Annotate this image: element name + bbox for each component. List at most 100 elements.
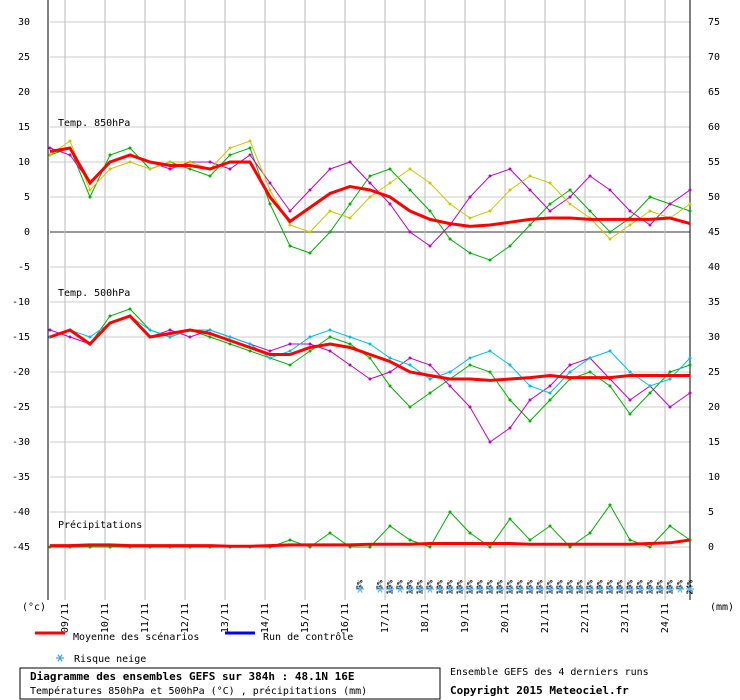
x-tick-label: 23/11	[620, 603, 631, 633]
member-point	[688, 356, 692, 360]
member-point	[408, 356, 412, 360]
member-point	[508, 244, 512, 248]
x-tick-label: 16/11	[340, 603, 351, 633]
member-point	[408, 363, 412, 367]
member-point	[648, 391, 652, 395]
snowflake	[406, 585, 414, 593]
snowflake-stroke	[427, 585, 433, 593]
snowflake	[386, 585, 394, 593]
member-point	[308, 230, 312, 234]
x-tick-label: 22/11	[580, 603, 591, 633]
member-point	[388, 524, 392, 528]
member-point	[368, 181, 372, 185]
member-point	[668, 377, 672, 381]
member-point	[388, 356, 392, 360]
snow-risk-label: 15%	[486, 580, 495, 595]
member-point	[488, 209, 492, 213]
y-tick-label: -40	[12, 507, 30, 518]
y-tick-label: -25	[12, 402, 30, 413]
member-line	[49, 147, 691, 261]
y-tick-label: 25	[18, 52, 30, 63]
member-point	[468, 356, 472, 360]
snowflake	[676, 585, 684, 593]
member-point	[228, 335, 232, 339]
title-box	[19, 667, 441, 700]
snowflake	[466, 585, 474, 593]
member-point	[268, 356, 272, 360]
member-point	[228, 342, 232, 346]
x-tick-label: 11/11	[140, 603, 151, 633]
snowflake-stroke	[407, 585, 413, 593]
member-point	[128, 146, 132, 150]
member-point	[588, 209, 592, 213]
snowflake	[516, 585, 524, 593]
member-point	[188, 160, 192, 164]
member-point	[148, 328, 152, 332]
y2-tick-label: 70	[708, 52, 720, 63]
snowflake	[546, 585, 554, 593]
panel-label: Précipitations	[58, 519, 142, 531]
member-point	[308, 251, 312, 255]
snow-risk-label: 15%	[516, 580, 525, 595]
snowflake	[486, 585, 494, 593]
snow-risk-label: 15%	[526, 580, 535, 595]
x-tick-label: 24/11	[660, 603, 671, 633]
snowflake	[526, 585, 534, 593]
snowflake-stroke	[377, 585, 383, 593]
member-point	[648, 384, 652, 388]
y2-tick-label: 0	[708, 542, 714, 553]
snow-risk-label: 10%	[476, 580, 485, 595]
snow-risk-label: 10%	[666, 580, 675, 595]
snowflake-stroke	[547, 585, 553, 593]
snowflake-stroke	[557, 585, 563, 593]
member-point	[688, 202, 692, 206]
member-point	[568, 363, 572, 367]
member-point	[348, 160, 352, 164]
member-point	[388, 167, 392, 171]
member-point	[548, 209, 552, 213]
snowflake	[436, 585, 444, 593]
x-tick-label: 14/11	[260, 603, 271, 633]
panel-label: Temp. 500hPa	[58, 288, 130, 299]
y2-tick-label: 55	[708, 157, 720, 168]
snow-risk-label: 5%	[426, 580, 435, 590]
member-point	[108, 167, 112, 171]
y-tick-label: -45	[12, 542, 30, 553]
member-point	[288, 538, 292, 542]
snowflake-stroke	[567, 585, 573, 593]
snowflake-stroke	[617, 585, 623, 593]
member-point	[688, 188, 692, 192]
member-point	[348, 202, 352, 206]
snow-risk-label: 10%	[626, 580, 635, 595]
snow-risk-label: 5%	[356, 580, 365, 590]
snow-risk-label: 15%	[586, 580, 595, 595]
member-point	[548, 391, 552, 395]
member-point	[48, 328, 52, 332]
member-point	[528, 174, 532, 178]
member-point	[248, 139, 252, 143]
snowflake	[496, 585, 504, 593]
member-point	[388, 181, 392, 185]
member-point	[608, 230, 612, 234]
snowflake	[426, 585, 434, 593]
snowflake	[446, 585, 454, 593]
member-point	[188, 167, 192, 171]
member-point	[368, 356, 372, 360]
member-point	[288, 223, 292, 227]
member-point	[428, 209, 432, 213]
member-point	[268, 188, 272, 192]
member-point	[48, 146, 52, 150]
snowflake-stroke	[537, 585, 543, 593]
member-point	[128, 307, 132, 311]
member-point	[428, 363, 432, 367]
member-point	[328, 230, 332, 234]
snowflake	[666, 585, 674, 593]
snow-risk-label: 10%	[616, 580, 625, 595]
member-point	[488, 258, 492, 262]
snowflake-stroke	[607, 585, 613, 593]
snowflake-stroke	[437, 585, 443, 593]
legend-label: Run de contrôle	[263, 631, 353, 643]
member-point	[508, 398, 512, 402]
member-point	[568, 545, 572, 549]
member-point	[668, 405, 672, 409]
